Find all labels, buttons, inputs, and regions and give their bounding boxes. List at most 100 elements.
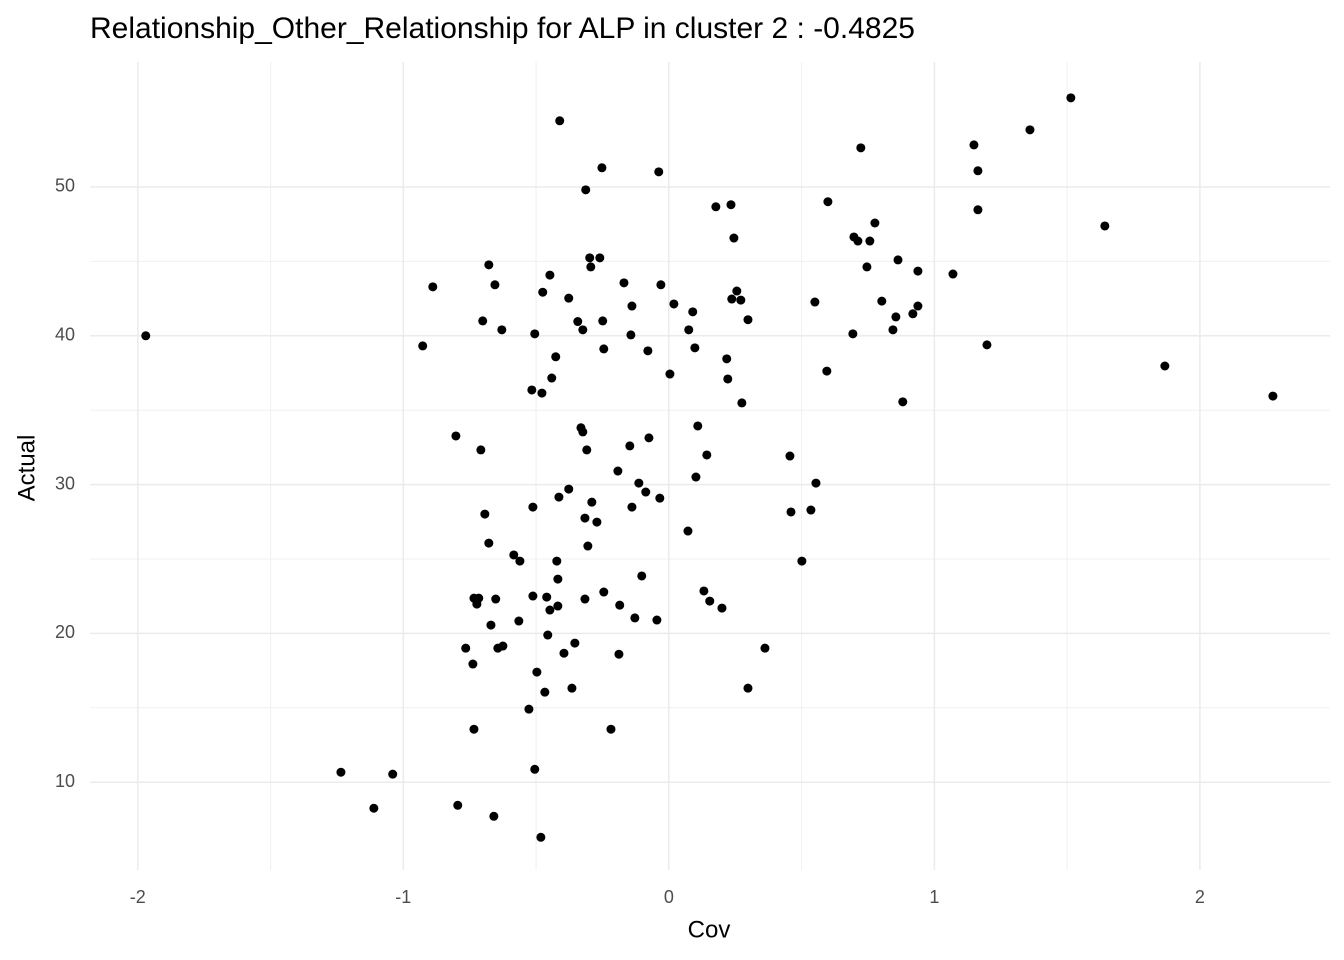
point <box>542 592 552 602</box>
point <box>797 556 807 566</box>
point <box>785 451 795 461</box>
point <box>877 296 887 306</box>
point <box>573 317 583 327</box>
point <box>598 316 608 326</box>
point <box>478 316 488 326</box>
point <box>723 374 733 384</box>
point <box>554 492 564 502</box>
point <box>551 352 561 362</box>
chart-title: Relationship_Other_Relationship for ALP … <box>90 12 915 45</box>
point <box>490 280 500 290</box>
point <box>580 594 590 604</box>
point <box>581 185 591 195</box>
point <box>369 803 379 813</box>
point <box>559 648 569 658</box>
point <box>913 266 923 276</box>
point <box>480 509 490 519</box>
point <box>578 427 588 437</box>
point <box>528 502 538 512</box>
point <box>655 493 665 503</box>
point <box>1066 93 1076 103</box>
point <box>530 329 540 339</box>
point <box>913 301 923 311</box>
point <box>711 202 721 212</box>
point <box>908 309 918 319</box>
point <box>669 299 679 309</box>
point <box>592 517 602 527</box>
point <box>644 433 654 443</box>
x-tick-label: -1 <box>395 887 411 907</box>
point <box>625 441 635 451</box>
point <box>543 630 553 640</box>
point <box>1268 391 1278 401</box>
point <box>453 800 463 810</box>
point <box>726 200 736 210</box>
point <box>699 586 709 596</box>
point <box>476 445 486 455</box>
point <box>545 605 555 615</box>
point <box>1100 221 1110 231</box>
point <box>540 687 550 697</box>
point <box>969 140 979 150</box>
point <box>528 591 538 601</box>
point <box>822 366 832 376</box>
point <box>736 295 746 305</box>
point <box>727 294 737 304</box>
point <box>586 262 596 272</box>
point <box>469 724 479 734</box>
point <box>451 431 461 441</box>
point <box>637 571 647 581</box>
point <box>722 354 732 364</box>
point <box>538 287 548 297</box>
point <box>595 253 605 263</box>
point <box>587 497 597 507</box>
point <box>553 601 563 611</box>
point <box>536 832 546 842</box>
x-tick-label: 2 <box>1195 887 1205 907</box>
point <box>973 205 983 215</box>
ticks: -2 -1 0 1 2 10 20 30 40 50 <box>55 176 1205 907</box>
point <box>515 556 525 566</box>
point <box>691 472 701 482</box>
point <box>489 811 499 821</box>
point <box>336 767 346 777</box>
point <box>626 330 636 340</box>
point <box>856 143 866 153</box>
point <box>737 398 747 408</box>
point <box>418 341 428 351</box>
point <box>743 315 753 325</box>
point <box>743 683 753 693</box>
point <box>564 293 574 303</box>
point <box>474 593 484 603</box>
point <box>690 343 700 353</box>
point <box>613 466 623 476</box>
point <box>555 116 565 126</box>
point <box>532 667 542 677</box>
point <box>578 325 588 335</box>
point <box>599 344 609 354</box>
point <box>552 556 562 566</box>
point <box>898 397 908 407</box>
point <box>614 649 624 659</box>
point <box>891 312 901 322</box>
y-axis-title: Actual <box>13 435 40 502</box>
point <box>583 541 593 551</box>
point <box>760 643 770 653</box>
point <box>848 329 858 339</box>
point <box>537 388 547 398</box>
point <box>514 616 524 626</box>
point <box>491 594 501 604</box>
point <box>141 331 151 341</box>
point <box>627 502 637 512</box>
point <box>893 255 903 265</box>
point <box>597 163 607 173</box>
grid <box>90 62 1330 870</box>
point <box>553 574 563 584</box>
point <box>732 286 742 296</box>
point <box>509 550 519 560</box>
points <box>141 93 1278 842</box>
point <box>853 236 863 246</box>
x-tick-label: 1 <box>929 887 939 907</box>
point <box>806 505 816 515</box>
